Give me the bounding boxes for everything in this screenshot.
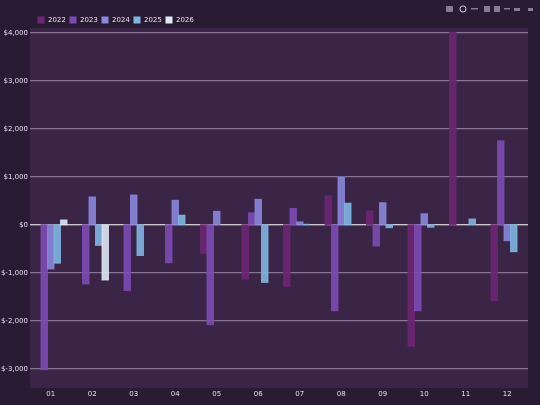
bar <box>372 224 380 247</box>
y-tick-label: $3,000 <box>4 77 29 85</box>
bar <box>130 194 138 226</box>
x-tick-label: 09 <box>378 390 387 398</box>
plot-area <box>30 28 528 388</box>
bar <box>60 219 68 226</box>
bar <box>200 224 208 255</box>
legend-label[interactable]: 2024 <box>112 16 130 24</box>
x-tick-label: 03 <box>129 390 138 398</box>
bar <box>344 202 352 226</box>
reset-icon[interactable] <box>514 8 520 11</box>
bar <box>213 210 221 226</box>
bar <box>379 202 387 226</box>
bar <box>53 224 61 264</box>
x-tick-label: 12 <box>503 390 512 398</box>
bar <box>324 195 332 226</box>
bar <box>261 224 269 283</box>
bar <box>427 224 435 228</box>
x-tick-label: 04 <box>171 390 180 398</box>
bar <box>468 218 476 226</box>
y-tick-label: $1,000 <box>4 173 29 181</box>
bar <box>385 224 393 229</box>
bar <box>101 224 109 281</box>
bar <box>206 224 214 326</box>
x-tick-label: 01 <box>46 390 55 398</box>
bar <box>490 224 498 302</box>
camera-icon[interactable] <box>446 6 453 12</box>
x-tick-label: 05 <box>212 390 221 398</box>
bar <box>283 224 291 287</box>
legend-swatch[interactable] <box>133 16 141 24</box>
x-tick-label: 10 <box>420 390 429 398</box>
pan-icon[interactable] <box>471 8 478 10</box>
x-tick-label: 11 <box>461 390 470 398</box>
bar <box>47 224 55 270</box>
zoom-icon[interactable] <box>459 5 467 13</box>
bar <box>136 224 144 257</box>
y-tick-label: $-2,000 <box>1 317 28 325</box>
x-tick-label: 07 <box>295 390 304 398</box>
legend-label[interactable]: 2025 <box>144 16 162 24</box>
legend-swatch[interactable] <box>101 16 109 24</box>
bar <box>241 224 249 280</box>
y-tick-label: $0 <box>19 221 28 229</box>
bar <box>248 212 256 226</box>
bar <box>178 214 186 226</box>
bar <box>414 224 422 312</box>
bar <box>420 213 428 226</box>
logo-icon[interactable] <box>528 8 533 11</box>
legend-label[interactable]: 2023 <box>80 16 98 24</box>
autoscale-icon[interactable] <box>504 8 510 10</box>
bar <box>82 224 90 285</box>
zoom-out-icon[interactable] <box>494 6 500 12</box>
bar <box>366 210 374 226</box>
x-tick-label: 08 <box>337 390 346 398</box>
bar <box>123 224 131 292</box>
bar <box>254 198 262 226</box>
bar <box>95 224 103 246</box>
zoom-in-icon[interactable] <box>484 6 490 12</box>
bar <box>510 224 518 253</box>
bar <box>497 140 505 226</box>
bar <box>449 32 457 226</box>
modebar <box>446 5 533 13</box>
bar <box>337 176 345 226</box>
legend-label[interactable]: 2022 <box>48 16 66 24</box>
legend-swatch[interactable] <box>165 16 173 24</box>
legend-swatch[interactable] <box>69 16 77 24</box>
bar <box>165 224 173 264</box>
y-tick-label: $2,000 <box>4 125 29 133</box>
bar <box>407 224 415 347</box>
x-tick-label: 02 <box>88 390 97 398</box>
bar <box>88 196 96 226</box>
y-tick-label: $-1,000 <box>1 269 28 277</box>
x-tick-label: 06 <box>254 390 263 398</box>
bar <box>296 221 304 226</box>
bar <box>289 207 297 226</box>
legend-swatch[interactable] <box>37 16 45 24</box>
bar <box>331 224 339 312</box>
bar <box>171 199 179 226</box>
bar <box>503 224 511 242</box>
y-tick-label: $-3,000 <box>1 365 28 373</box>
legend-label[interactable]: 2026 <box>176 16 194 24</box>
y-tick-label: $4,000 <box>4 29 29 37</box>
bar <box>40 224 48 371</box>
